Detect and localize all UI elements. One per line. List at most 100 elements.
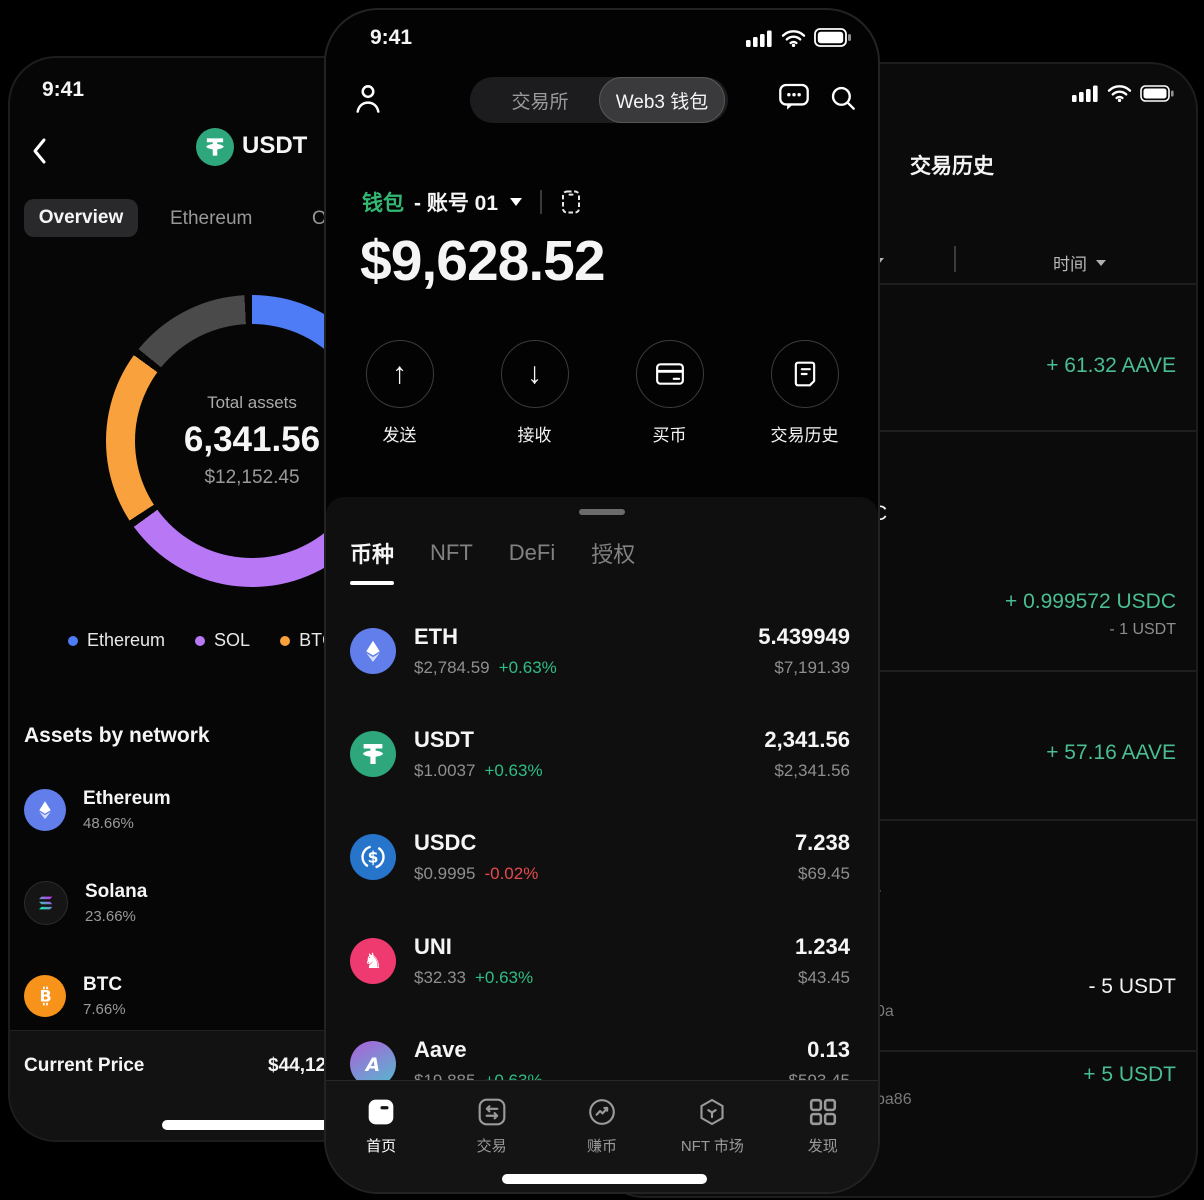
wifi-icon [781, 29, 806, 47]
network-row-ethereum[interactable]: Ethereum 48.66% [24, 788, 171, 832]
divider [598, 430, 1196, 432]
home-icon [368, 1099, 394, 1125]
nav-label: NFT 市场 [680, 1138, 744, 1155]
signal-icon [746, 30, 772, 47]
receive-button[interactable]: ↓ 接收 [467, 340, 602, 446]
txn-amount[interactable]: + 57.16 AAVE [1046, 741, 1176, 764]
solana-icon [24, 881, 68, 925]
token-row-eth[interactable]: ETH $2,784.59 +0.63% 5.439949 $7,191.39 [326, 610, 878, 710]
nav-nft-market[interactable]: NFT 市场 [660, 1097, 764, 1192]
sheet-tabs: 币种 NFT DeFi 授权 [350, 537, 635, 569]
usdt-icon [350, 731, 396, 777]
active-tab-underline [350, 581, 394, 585]
token-row-uni[interactable]: ♞ UNI $32.33 +0.63% 1.234 $43.45 [326, 920, 878, 1020]
search-icon[interactable] [828, 83, 858, 113]
txn-amount[interactable]: - 5 USDT [1088, 975, 1176, 998]
tab-overview[interactable]: Overview [24, 199, 138, 237]
legend-item: SOL [195, 630, 250, 651]
token-amount: 0.13 [807, 1037, 850, 1062]
token-amount: 5.439949 [758, 624, 850, 649]
tab-partial[interactable]: O [312, 208, 327, 229]
txn-amount[interactable]: + 61.32 AAVE [1046, 354, 1176, 377]
token-value: $2,341.56 [774, 761, 850, 780]
tab-ethereum[interactable]: Ethereum [170, 208, 253, 229]
legend-label: Ethereum [87, 630, 166, 650]
battery-icon [814, 28, 851, 47]
tab-coins[interactable]: 币种 [350, 542, 395, 567]
send-button[interactable]: ↑ 发送 [332, 340, 467, 446]
token-symbol: UNI [414, 934, 452, 959]
tab-approvals[interactable]: 授权 [591, 542, 636, 567]
wallet-label: 钱包 [362, 192, 404, 215]
account-selector[interactable]: 钱包 - 账号 01 [362, 187, 582, 217]
section-title-assets-by-network: Assets by network [24, 724, 210, 747]
segment-exchange[interactable]: 交易所 [470, 77, 610, 123]
svg-text:♞: ♞ [363, 949, 382, 974]
current-price-value: $44,12 [268, 1055, 327, 1076]
txn-amount[interactable]: + 5 USDT [1083, 1063, 1176, 1086]
aave-icon: A [350, 1041, 396, 1087]
network-row-btc[interactable]: B BTC 7.66% [24, 974, 126, 1018]
nav-label: 首页 [366, 1138, 397, 1155]
ethereum-icon [24, 789, 66, 831]
btc-icon: B [24, 975, 66, 1017]
tab-nft[interactable]: NFT [430, 540, 473, 565]
action-label: 买币 [652, 426, 687, 445]
nav-home[interactable]: 首页 [329, 1097, 433, 1192]
txn-address-fragment: ba86 [876, 1091, 912, 1108]
action-label: 交易历史 [770, 426, 839, 445]
token-value: $69.45 [798, 864, 850, 883]
token-change: +0.63% [484, 761, 543, 780]
status-time: 9:41 [42, 78, 85, 101]
asset-title: USDT [242, 132, 308, 159]
discover-icon [809, 1098, 836, 1126]
usdc-icon: $ [350, 834, 396, 880]
tab-defi[interactable]: DeFi [508, 540, 556, 565]
history-button[interactable]: 交易历史 [737, 340, 872, 446]
action-buttons: ↑ 发送 ↓ 接收 买币 [332, 340, 872, 446]
token-value: $7,191.39 [774, 658, 850, 677]
token-change: +0.63% [498, 658, 557, 677]
wifi-icon [1107, 85, 1132, 102]
txn-amount[interactable]: + 0.999572 USDC [1004, 590, 1176, 613]
copy-address-icon[interactable] [560, 189, 582, 215]
divider [598, 1050, 1196, 1052]
divider [598, 819, 1196, 821]
segment-web3-wallet[interactable]: Web3 钱包 [599, 77, 725, 123]
divider [540, 190, 542, 214]
status-icons [1072, 84, 1174, 102]
page-title-history: 交易历史 [910, 155, 994, 178]
home-indicator[interactable] [502, 1174, 707, 1184]
nav-earn[interactable]: 赚币 [550, 1097, 654, 1192]
network-row-solana[interactable]: Solana 23.66% [24, 881, 147, 925]
status-time: 9:41 [370, 26, 413, 49]
token-symbol: USDT [414, 727, 474, 752]
signal-icon [1072, 85, 1098, 102]
donut-center-label: Total assets [207, 393, 297, 412]
legend-dot-ethereum [68, 635, 78, 646]
nav-trade[interactable]: 交易 [440, 1097, 544, 1192]
profile-icon[interactable] [352, 80, 384, 118]
earn-icon [589, 1099, 615, 1125]
network-percent: 23.66% [85, 908, 136, 925]
token-price: $0.9995 [414, 864, 476, 883]
token-price: $1.0037 [414, 761, 476, 780]
back-icon[interactable] [28, 136, 52, 166]
nav-label: 交易 [476, 1138, 507, 1155]
token-symbol: USDC [414, 830, 477, 855]
donut-legend: Ethereum SOL BTC [68, 630, 335, 651]
legend-dot-btc [280, 635, 291, 646]
buy-crypto-button[interactable]: 买币 [602, 340, 737, 446]
token-row-usdt[interactable]: USDT $1.0037 +0.63% 2,341.56 $2,341.56 [326, 713, 878, 813]
account-label: - 账号 01 [414, 192, 499, 215]
center-phone-wallet-screen: 9:41 交易所 [324, 8, 880, 1194]
chat-icon[interactable] [778, 82, 810, 112]
nav-discover[interactable]: 发现 [771, 1097, 875, 1192]
drag-handle[interactable] [579, 509, 625, 515]
network-name: Solana [85, 881, 148, 902]
status-icons [746, 28, 852, 47]
token-row-usdc[interactable]: $ USDC $0.9995 -0.02% 7.238 $69.45 [326, 816, 878, 916]
action-label: 发送 [382, 426, 417, 445]
filter-divider [954, 246, 956, 272]
filter-time[interactable]: 时间 [1053, 250, 1106, 275]
